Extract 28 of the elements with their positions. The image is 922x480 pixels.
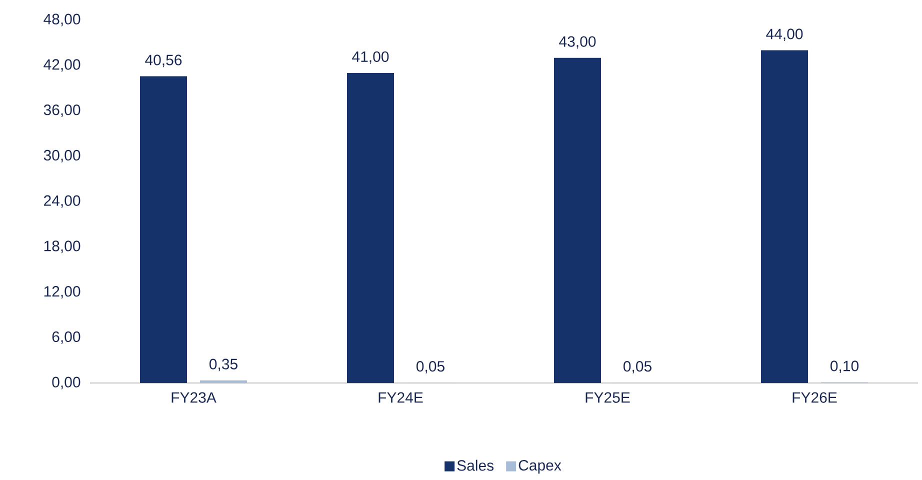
- x-tick-label: FY24E: [378, 392, 423, 403]
- bar: [761, 50, 808, 383]
- y-tick-label: 0,00: [52, 376, 80, 390]
- bar: [347, 72, 394, 383]
- y-tick-label: 36,00: [44, 104, 80, 117]
- x-tick-label: FY26E: [792, 392, 837, 403]
- y-tick-label: 12,00: [44, 286, 80, 298]
- x-tick-label: FY25E: [586, 392, 630, 403]
- data-label: 43,00: [559, 36, 596, 49]
- data-label: 0,10: [830, 360, 859, 374]
- bar: [140, 76, 187, 383]
- data-label: 44,00: [766, 28, 803, 42]
- bar: [200, 380, 247, 383]
- data-label: 0,35: [210, 358, 238, 372]
- x-tick-label: FY23A: [172, 392, 216, 403]
- data-label: 40,56: [145, 54, 182, 68]
- y-tick-label: 30,00: [44, 150, 80, 162]
- data-label: 41,00: [352, 51, 389, 64]
- y-tick-label: 24,00: [44, 195, 80, 208]
- legend-label: Capex: [518, 460, 562, 474]
- bar: [554, 58, 602, 383]
- y-tick-label: 48,00: [44, 14, 80, 26]
- y-tick-label: 42,00: [44, 59, 80, 72]
- data-label: 0,05: [416, 361, 444, 374]
- data-label: 0,05: [624, 361, 652, 374]
- legend-label: Sales: [457, 460, 494, 471]
- y-tick-label: 6,00: [52, 331, 80, 344]
- y-tick-label: 18,00: [44, 240, 80, 254]
